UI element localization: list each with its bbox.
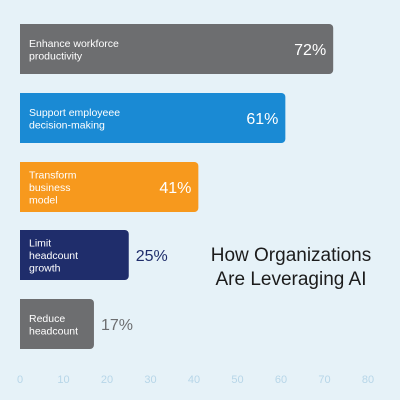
bar-category-label-line: headcount (29, 325, 78, 337)
x-tick-label: 20 (101, 374, 113, 386)
bar-category-label: Transform business model (29, 170, 77, 207)
bar-category-label-line: Enhance workforce (29, 38, 119, 50)
bar-category-label-line: Limit (29, 238, 51, 250)
chart-title: How Organizations Are Leveraging AI (196, 244, 386, 292)
bar-category-label-line: growth (29, 263, 61, 275)
bar-category-label: Enhance workforce productivity (29, 38, 119, 63)
bar-category-label-line: Transform (29, 170, 77, 182)
bar-value-label: 72% (294, 42, 326, 59)
bar-category-label-line: Support employeee (29, 107, 120, 119)
bar-category-label-line: Reduce (29, 313, 65, 325)
bar-base (20, 24, 26, 74)
bar (20, 24, 334, 74)
x-tick-label: 50 (231, 374, 243, 386)
x-tick-label: 60 (275, 374, 287, 386)
x-tick-label: 30 (144, 374, 156, 386)
bar-base (20, 162, 26, 212)
bar-category-label-line: business (29, 182, 70, 194)
bar (20, 230, 129, 280)
bar (20, 162, 199, 212)
bar-value-label: 41% (159, 180, 191, 197)
bar-category-label: Limit headcount growth (29, 238, 78, 275)
bar-value-label: 25% (136, 248, 168, 265)
x-tick-label: 10 (57, 374, 69, 386)
bar-base (20, 299, 26, 349)
bar-category-label: Reduce headcount (29, 313, 78, 338)
bar-base (20, 93, 26, 143)
bar (20, 93, 286, 143)
chart-title-line: Are Leveraging AI (215, 269, 367, 290)
chart-title-line: How Organizations (210, 245, 372, 266)
bar-value-label: 17% (101, 317, 133, 334)
bar-category-label-line: productivity (29, 50, 83, 62)
x-tick-label: 0 (17, 374, 23, 386)
bar-category-label-line: headcount (29, 250, 78, 262)
bar-base (20, 230, 26, 280)
bar (20, 299, 94, 349)
bar-category-label: Support employeee decision-making (29, 107, 120, 132)
x-tick-label: 80 (362, 374, 374, 386)
bar-category-label-line: model (29, 195, 58, 207)
bar-category-label-line: decision-making (29, 119, 105, 131)
x-tick-label: 40 (188, 374, 200, 386)
bar-value-label: 61% (246, 111, 278, 128)
x-tick-label: 70 (318, 374, 330, 386)
